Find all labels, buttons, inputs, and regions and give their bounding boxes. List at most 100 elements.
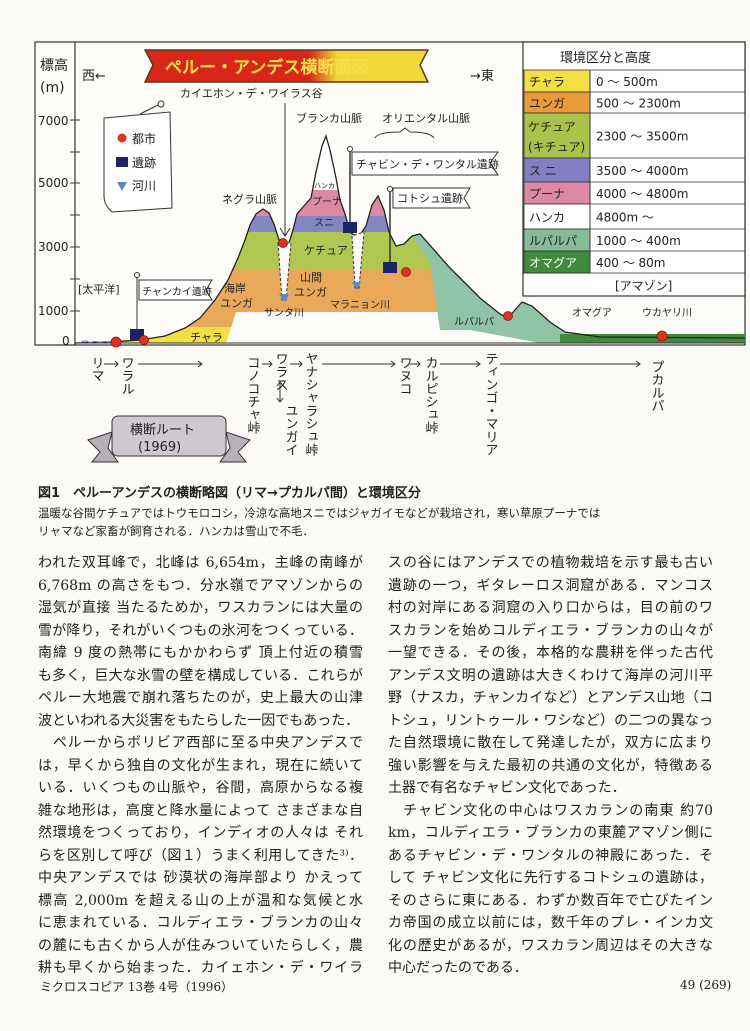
route-banner-year: (1969) <box>138 440 181 455</box>
zone-swatch <box>523 203 591 230</box>
body-text-line: 雑な地形は，高度と降水量によって さまざまな自 <box>38 802 363 819</box>
ruin-marker <box>383 262 397 273</box>
zone-altitude-range: 0 ～ 500m <box>596 75 658 89</box>
body-text-line: 野（ナスカ，チャンカイなど）とアンデス山地（コ <box>388 690 713 706</box>
city-marker <box>110 336 122 348</box>
body-text-line: あるチャビン・デ・ワンタルの神殿にあった．そ <box>388 847 713 864</box>
valley-label: カイエホン・デ・ワイラス谷 <box>180 86 323 100</box>
body-text-line: 湿気が直接 当たるためか，ワスカランには大量の <box>38 600 363 616</box>
city-marker <box>401 267 411 277</box>
table-footer: [アマゾン] <box>615 279 672 293</box>
zone-altitude-range: 3500 ～ 4000m <box>596 164 688 178</box>
route-banner: 横断ルート (1969) <box>87 415 251 463</box>
city-marker <box>656 330 668 342</box>
page-number: 49 (269) <box>680 978 732 992</box>
body-text-line: 中央アンデスでは 砂漠状の海岸部より かえって <box>38 870 363 886</box>
y-tick-label: 7000 <box>38 114 69 128</box>
y-tick-label: 5000 <box>38 176 69 190</box>
body-text-line: 強い影響を与えた最初の共通の文化が，特徴ある <box>388 757 713 774</box>
body-text-line: た自然環境に散在して発達したが，双方に広まり <box>388 735 713 751</box>
zone-label: 山間 <box>300 271 322 284</box>
table-header: 環境区分と高度 <box>560 50 651 66</box>
city-marker <box>278 238 288 248</box>
city-marker <box>503 311 513 321</box>
ruin-marker <box>343 222 357 233</box>
y-tick-label: 1000 <box>38 304 69 318</box>
zone-name: オマグア <box>529 256 577 270</box>
zone-name: ハンカ <box>529 211 565 225</box>
pacific-label: [太平洋] <box>78 282 120 296</box>
legend-label: 都市 <box>132 131 156 146</box>
body-text-line: スの谷にはアンデスでの植物栽培を示す最も古い <box>388 555 713 571</box>
body-text-line: ペルー大地震で崩れ落ちたのが，史上最大の山津 <box>38 690 363 706</box>
zone-label: ハンカ <box>314 182 335 190</box>
route-banner-title: 横断ルート <box>130 423 195 438</box>
zone-label: チャラ <box>190 331 223 344</box>
station-label: ヤナシャラシュ峠 <box>303 352 319 456</box>
body-text-line: トシュ，リントゥール・ワシなど）の二つの異なっ <box>388 712 713 729</box>
body-text-line: 波といわれる大災害をもたらした一因でもあった． <box>38 712 360 729</box>
negra-label: ネグラ山脈 <box>222 192 277 206</box>
body-text-line: そのさらに東にある．わずか数百年で亡びたイン <box>388 892 713 909</box>
flag-label: チャビン・デ・ワンタル遺跡 <box>356 157 499 171</box>
body-text-line: チャビン文化の中心はワスカランの南東 約70 <box>388 802 713 819</box>
zone-name: ユンガ <box>529 97 565 111</box>
andes-cross-section-figure: 標高 (m) 7000 5000 3000 1000 0 ペルー・アンデス横断面… <box>34 41 746 463</box>
body-text-line: らを区別して呼び（図１）うまく利用してきた³⁾． <box>38 847 363 864</box>
zone-altitude-range: 400 ～ 80m <box>596 256 666 270</box>
zone-altitude-range: 2300 ～ 3500m <box>596 130 688 144</box>
station-label: ワラル <box>119 356 134 395</box>
body-text-line: も多く，巨大な氷雪の壁を構成している．これらが <box>38 667 363 684</box>
body-text-line: の麓にも古くから人が住みついていたらしく，農 <box>38 937 363 954</box>
zone-altitude-range: 500 ～ 2300m <box>596 97 681 111</box>
river-label: ウカヤリ川 <box>642 307 692 319</box>
body-text-line: われた双耳峰で，北峰は 6,654m，主峰の南峰が <box>38 555 363 571</box>
body-text-line: ペルーからボリビア西部に至る中央アンデスで <box>38 735 363 751</box>
zone-label: ユンガ <box>294 286 327 299</box>
body-text-line: 村の対岸にある洞窟の入り口からは，目の前のワ <box>388 600 713 616</box>
body-text-line: 耕も早くから始まった．カイェホン・デ・ワイラ <box>38 960 363 976</box>
body-text-line: スカランを始めコルディエラ・ブランカの山々が <box>388 622 713 639</box>
station-label: ワヌコ <box>397 356 412 395</box>
body-text-line: 土器で有名なチャビン文化であった． <box>388 780 626 796</box>
zone-label: ユンガ <box>220 297 253 310</box>
y-tick-label: 3000 <box>38 240 69 254</box>
zone-name: ス ニ <box>529 164 557 178</box>
station-label: ユンガイ <box>283 404 298 456</box>
zone-swatch <box>523 112 591 159</box>
body-text-line: 化の歴史があるが，ワスカラン周辺はその大きな <box>388 937 713 954</box>
zone-altitude-range: 1000 ～ 400m <box>596 234 681 248</box>
legend-label: 遺跡 <box>132 155 156 170</box>
legend-label: 河川 <box>132 179 156 193</box>
journal-footer: ミクロスコピア 13巻 4号（1996） <box>40 980 234 994</box>
zone-altitude-range: 4800m ～ <box>596 211 654 225</box>
station-label: プカルパ <box>649 360 665 412</box>
body-text-line: いる．いくつもの山脈や，谷間，高原からなる複 <box>38 780 363 796</box>
east-label: →東 <box>470 68 494 84</box>
map-legend: 都市 遺跡 河川 <box>103 100 173 213</box>
body-text-line: に恵まれている．コルディエラ・ブランカの山々 <box>38 915 363 931</box>
zone-label: 海岸 <box>224 281 246 295</box>
y-axis-unit: (m) <box>40 80 65 96</box>
river-label: サンタ川 <box>264 307 304 319</box>
caption-title: 図1 ペルーアンデスの横断略図（リマ→プカルパ間）と環境区分 <box>38 486 421 501</box>
body-text-line: 一望できる．その後，本格的な農耕を伴った古代 <box>388 645 713 661</box>
body-text-line: 中心だったのである． <box>388 960 528 976</box>
city-marker <box>139 335 149 345</box>
blanca-label: ブランカ山脈 <box>296 111 362 125</box>
flag-chancay: チャンカイ遺跡 <box>134 272 213 332</box>
zone-label: プーナ <box>312 196 342 208</box>
zone-label: ルパルパ <box>454 316 494 328</box>
body-column-right: スの谷にはアンデスでの植物栽培を示す最も古い 遺跡の一つ，ギタレーロス洞窟がある．… <box>388 552 713 980</box>
title-banner: ペルー・アンデス横断面図 <box>143 49 430 83</box>
y-tick-label: 0 <box>62 334 70 348</box>
body-text-line: km，コルディエラ・ブランカの東麓アマゾン側に <box>388 825 713 841</box>
caption-line: リャマなど家畜が飼育される．ハンカは雪山で不毛． <box>38 524 314 538</box>
body-text-line: 南緯 9 度の熱帯にもかかわらず 頂上付近の積雪 <box>38 645 363 661</box>
zone-altitude-range: 4000 ～ 4800m <box>596 187 688 201</box>
body-text-line: 遺跡の一つ，ギタレーロス洞窟がある．マンコス <box>388 577 713 594</box>
flag-chavin: チャビン・デ・ワンタル遺跡 <box>347 146 499 222</box>
body-column-left: われた双耳峰で，北峰は 6,654m，主峰の南峰が 6,768m の高さをもつ．分… <box>38 552 363 980</box>
body-text-line: して チャビン文化に先行するコトシュの遺跡は， <box>388 870 713 886</box>
